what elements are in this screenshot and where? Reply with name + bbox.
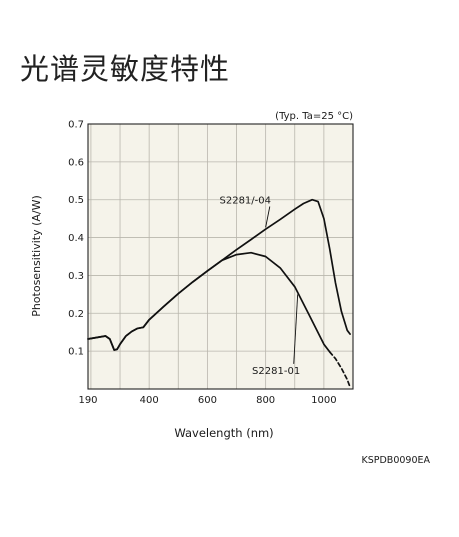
chart-code: KSPDB0090EA <box>361 455 431 466</box>
plot-frame <box>87 123 354 390</box>
y-tick-label: 0.4 <box>68 233 84 244</box>
series-line-extension <box>328 351 351 388</box>
y-tick-label: 0.6 <box>68 157 84 168</box>
y-tick-label: 0.1 <box>68 347 84 358</box>
curve-label: S2281-01 <box>252 366 300 377</box>
y-tick-label: 0.5 <box>68 195 84 206</box>
x-axis-label: Wavelength (nm) <box>174 426 273 440</box>
plot-background <box>88 124 353 389</box>
y-axis-label: Photosensitivity (A/W) <box>30 195 43 317</box>
y-tick-label: 0.7 <box>68 120 84 131</box>
page-title: 光谱灵敏度特性 <box>20 52 231 86</box>
x-tick-label: 400 <box>140 395 159 406</box>
curve-label-leader <box>265 206 271 228</box>
curve-label-leader <box>293 294 299 364</box>
y-tick-label: 0.2 <box>68 309 84 320</box>
x-tick-label: 1000 <box>311 395 336 406</box>
y-tick-label: 0.3 <box>68 271 84 282</box>
curve-label: S2281/-04 <box>220 196 272 207</box>
x-tick-label: 600 <box>198 395 217 406</box>
x-tick-label: 190 <box>78 395 97 406</box>
x-tick-label: 800 <box>256 395 275 406</box>
series-line-s2281-01 <box>87 251 331 353</box>
condition-annotation: (Typ. Ta=25 °C) <box>275 111 353 122</box>
